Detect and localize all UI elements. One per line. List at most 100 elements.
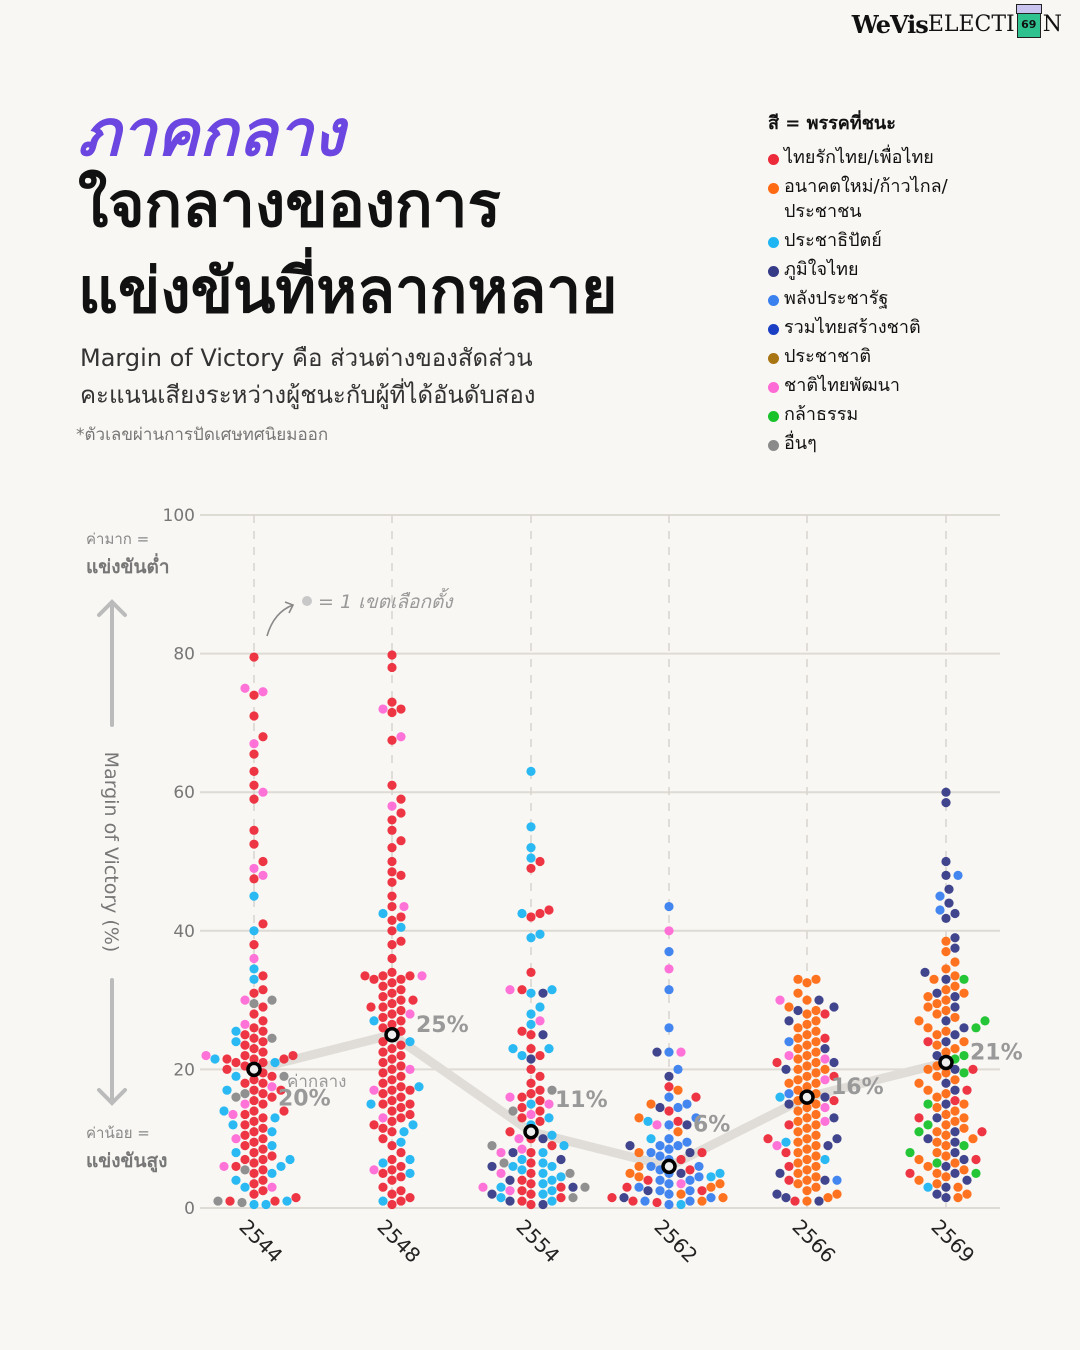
district-dot bbox=[505, 1186, 515, 1196]
district-dot bbox=[396, 974, 406, 984]
district-dot bbox=[258, 1078, 268, 1088]
district-dot bbox=[387, 940, 397, 950]
district-dot bbox=[387, 978, 397, 988]
district-dot bbox=[396, 732, 406, 742]
legend-item-p7: ประชาชาติ bbox=[768, 344, 974, 373]
district-dot bbox=[267, 1082, 277, 1092]
district-dot bbox=[387, 867, 397, 877]
district-dot bbox=[267, 1033, 277, 1043]
district-dot bbox=[697, 1186, 707, 1196]
district-dot bbox=[405, 1154, 415, 1165]
district-dot bbox=[820, 1064, 830, 1074]
district-dot bbox=[793, 1116, 803, 1126]
district-dot bbox=[932, 1179, 942, 1189]
district-dot bbox=[950, 992, 960, 1002]
y-tick-label: 0 bbox=[184, 1199, 195, 1219]
x-tick-label: 2554 bbox=[511, 1215, 564, 1268]
district-dot bbox=[944, 898, 954, 908]
district-dot bbox=[535, 1016, 545, 1026]
district-dot bbox=[387, 877, 397, 887]
district-dot bbox=[249, 998, 259, 1009]
district-dot bbox=[941, 936, 951, 946]
district-dot bbox=[219, 1161, 229, 1172]
district-dot bbox=[258, 1037, 268, 1047]
district-dot bbox=[258, 1057, 268, 1068]
district-dot bbox=[941, 1005, 951, 1016]
legend-swatch bbox=[768, 382, 779, 393]
district-dot bbox=[793, 1137, 803, 1147]
district-dot bbox=[625, 1168, 635, 1178]
district-dot bbox=[240, 995, 250, 1005]
district-dot bbox=[784, 1016, 794, 1026]
district-dot bbox=[378, 1158, 388, 1168]
district-dot bbox=[417, 971, 427, 981]
district-dot bbox=[396, 936, 406, 946]
district-dot bbox=[802, 1186, 812, 1196]
district-dot bbox=[378, 908, 388, 919]
district-dot bbox=[526, 1199, 536, 1210]
district-dot bbox=[968, 1064, 978, 1074]
district-dot bbox=[968, 1134, 978, 1144]
district-dot bbox=[784, 1078, 794, 1088]
district-dot bbox=[249, 1075, 259, 1085]
district-dot bbox=[249, 1137, 259, 1147]
legend-title: สี = พรรคที่ชนะ bbox=[768, 113, 896, 134]
district-dot bbox=[538, 1030, 548, 1040]
district-dot bbox=[496, 1147, 506, 1158]
district-dot bbox=[258, 1144, 268, 1154]
district-dot bbox=[240, 1130, 250, 1140]
district-dot bbox=[258, 1047, 268, 1057]
district-dot bbox=[619, 1193, 629, 1203]
district-dot bbox=[685, 1196, 695, 1206]
district-dot bbox=[820, 1116, 830, 1126]
district-dot bbox=[944, 884, 954, 894]
district-dot bbox=[231, 1175, 241, 1185]
district-dot bbox=[526, 1064, 536, 1074]
district-dot bbox=[378, 1113, 388, 1123]
district-dot bbox=[941, 1172, 951, 1182]
title-line-2: แข่งขันที่หลากหลาย bbox=[78, 254, 618, 327]
district-dot bbox=[977, 1127, 987, 1137]
district-dot bbox=[378, 1068, 388, 1078]
legend-item-p8: ชาติไทยพัฒนา bbox=[768, 373, 974, 402]
district-dot bbox=[544, 905, 554, 915]
district-dot bbox=[291, 1193, 301, 1203]
district-dot bbox=[941, 1161, 951, 1172]
page-title: ใจกลางของการ แข่งขันที่หลากหลาย bbox=[78, 162, 617, 334]
district-dot bbox=[240, 1165, 250, 1175]
district-dot bbox=[802, 1050, 812, 1061]
district-dot bbox=[249, 1033, 259, 1043]
district-dot bbox=[811, 1026, 821, 1036]
district-dot bbox=[396, 995, 406, 1005]
district-dot bbox=[249, 874, 259, 884]
legend-swatch bbox=[768, 411, 779, 422]
district-dot bbox=[249, 863, 259, 874]
district-dot bbox=[249, 711, 259, 721]
district-dot bbox=[378, 1023, 388, 1033]
district-dot bbox=[784, 1002, 794, 1012]
district-dot bbox=[517, 1186, 527, 1196]
wevis-election-logo: WeVis ELECTI 69 N bbox=[852, 3, 1062, 39]
district-dot bbox=[793, 1075, 803, 1085]
district-dot bbox=[249, 891, 259, 901]
district-dot bbox=[526, 1099, 536, 1109]
district-dot bbox=[222, 1054, 232, 1064]
x-tick-label: 2548 bbox=[372, 1215, 425, 1268]
district-dot bbox=[829, 1095, 839, 1106]
district-dot bbox=[547, 985, 557, 995]
district-dot bbox=[535, 1106, 545, 1116]
district-dot bbox=[676, 1154, 686, 1165]
district-dot bbox=[396, 1050, 406, 1061]
district-dot bbox=[941, 870, 951, 880]
district-dot bbox=[231, 1092, 241, 1102]
district-dot bbox=[962, 1189, 972, 1199]
district-dot bbox=[950, 1002, 960, 1012]
district-dot bbox=[249, 926, 259, 936]
district-dot bbox=[556, 1172, 566, 1182]
district-dot bbox=[941, 1141, 951, 1151]
district-dot bbox=[941, 985, 951, 995]
district-dot bbox=[249, 1189, 259, 1199]
district-dot bbox=[820, 1044, 830, 1054]
district-dot bbox=[496, 1182, 506, 1192]
district-dot bbox=[959, 1099, 969, 1109]
